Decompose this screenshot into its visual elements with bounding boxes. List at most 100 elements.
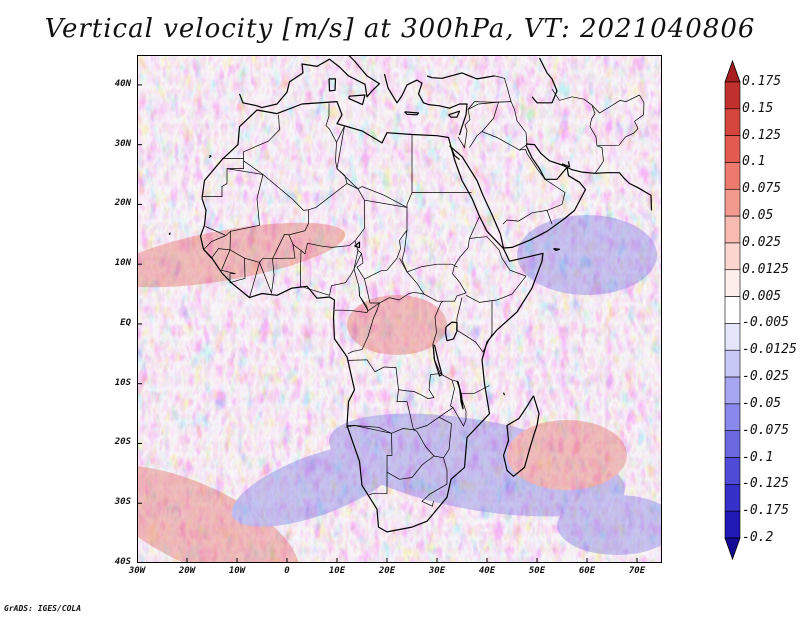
arabia-borders bbox=[469, 131, 566, 225]
colorbar-label: 0.175 bbox=[742, 74, 782, 89]
colorbar-label: -0.025 bbox=[742, 369, 789, 385]
colorbar-label: 0.15 bbox=[742, 100, 774, 116]
colorbar-segment bbox=[724, 188, 741, 217]
lat-tick-label: 40N bbox=[114, 78, 131, 89]
colorbar-segment bbox=[724, 403, 741, 432]
kenya-uganda bbox=[456, 297, 463, 330]
colorbar bbox=[724, 60, 741, 560]
colorbar-lower-extend bbox=[724, 537, 741, 560]
lon-tick-label: 0 bbox=[284, 566, 290, 576]
lon-tick-label: 10W bbox=[228, 566, 246, 576]
colorbar-label: -0.2 bbox=[742, 530, 774, 545]
colorbar-segment bbox=[724, 135, 741, 163]
morocco-algeria bbox=[243, 114, 280, 159]
greece-turkey-coastline bbox=[383, 73, 468, 136]
namibia-botswana bbox=[345, 425, 393, 496]
map-border bbox=[137, 55, 662, 563]
colorbar-segment bbox=[724, 269, 741, 297]
lon-tick-label: 50E bbox=[528, 566, 546, 576]
western-sahara bbox=[202, 158, 244, 197]
red-sea-inner bbox=[449, 144, 460, 161]
lon-tick-label: 40E bbox=[478, 566, 496, 576]
lat-tick-label: 10N bbox=[114, 258, 131, 269]
drc-north bbox=[347, 291, 425, 355]
turkey-east bbox=[467, 75, 512, 110]
colorbar-label: 0.0125 bbox=[742, 261, 789, 277]
colorbar-segment bbox=[724, 349, 741, 378]
lon-tick-label: 20W bbox=[178, 566, 196, 576]
colorbar-label: -0.0125 bbox=[742, 342, 797, 358]
colorbar-segment bbox=[724, 430, 741, 458]
lat-tick-label: 10S bbox=[114, 377, 131, 388]
country-borders bbox=[202, 75, 645, 507]
iran-east bbox=[589, 105, 604, 174]
colorbar-segment bbox=[724, 484, 741, 512]
colorbar-label: 0.05 bbox=[742, 208, 774, 224]
lon-tick-label: 30W bbox=[128, 566, 146, 576]
libya bbox=[336, 125, 413, 208]
colorbar-segment bbox=[724, 296, 741, 324]
lon-tick-label: 60E bbox=[578, 566, 596, 576]
tanzania-mozambique bbox=[460, 385, 490, 394]
arabia-coastline bbox=[449, 144, 587, 249]
credit-text: GrADS: IGES/COLA bbox=[4, 604, 82, 613]
africa-coastline bbox=[199, 101, 544, 533]
drc-east bbox=[348, 300, 444, 399]
benin-togo-ghana bbox=[249, 244, 296, 298]
colorbar-segment bbox=[724, 108, 741, 136]
comoros bbox=[502, 392, 506, 396]
colorbar-segment bbox=[724, 242, 741, 271]
madagascar-coastline bbox=[502, 395, 540, 477]
crete-coastline bbox=[404, 111, 420, 116]
lon-tick-label: 10E bbox=[328, 566, 346, 576]
field-regions bbox=[137, 215, 662, 563]
colorbar-segment bbox=[724, 376, 741, 405]
malawi bbox=[451, 379, 467, 427]
zimbabwe-mozambique bbox=[433, 416, 452, 459]
lat-tick-label: 20N bbox=[114, 198, 131, 209]
lat-tick-label: 20S bbox=[114, 437, 131, 448]
colorbar-label: -0.125 bbox=[742, 476, 789, 492]
colorbar-segment bbox=[724, 162, 741, 190]
afghanistan-pakistan bbox=[596, 94, 645, 147]
colorbar-segment bbox=[724, 215, 741, 244]
colorbar-label: -0.175 bbox=[742, 503, 789, 519]
botswana-sa bbox=[386, 429, 435, 480]
colorbar-segment bbox=[724, 81, 741, 110]
persian-gulf-coast bbox=[561, 161, 571, 168]
lat-tick-label: EQ bbox=[120, 317, 131, 328]
velocity-field-map bbox=[137, 55, 662, 563]
coastlines bbox=[168, 55, 653, 533]
sicily-coastline bbox=[348, 94, 366, 106]
chad bbox=[354, 199, 408, 280]
socotra bbox=[553, 248, 561, 251]
colorbar-label: 0.025 bbox=[742, 234, 782, 250]
map-panel bbox=[137, 55, 662, 563]
colorbar-label: 0.005 bbox=[742, 288, 782, 304]
colorbar-label: -0.05 bbox=[742, 395, 782, 411]
map-title: Vertical velocity [m/s] at 300hPa, VT: 2… bbox=[44, 14, 756, 44]
south-sudan-north bbox=[399, 258, 458, 273]
nigeria bbox=[300, 250, 359, 296]
lat-tick-label: 40S bbox=[114, 557, 131, 567]
canary-islands bbox=[208, 154, 212, 159]
oman-yemen bbox=[546, 210, 553, 225]
lon-tick-label: 30E bbox=[428, 566, 446, 576]
angola-zambia bbox=[347, 389, 414, 434]
colorbar-label: -0.075 bbox=[742, 422, 789, 438]
field-streaks bbox=[137, 55, 662, 563]
black-sea-coast bbox=[426, 72, 495, 80]
zambia-mozambique bbox=[413, 373, 455, 431]
turkmenistan bbox=[551, 88, 640, 114]
lon-tick-label: 70E bbox=[628, 566, 646, 576]
colorbar-label: -0.005 bbox=[742, 315, 789, 331]
colorbar-label: 0.1 bbox=[742, 154, 766, 170]
sardinia-coastline bbox=[328, 78, 337, 92]
colorbar-label: 0.125 bbox=[742, 127, 782, 143]
levant bbox=[457, 101, 499, 149]
cyprus-coastline bbox=[448, 110, 461, 118]
cameroon-congo bbox=[335, 253, 369, 313]
algeria-south bbox=[243, 103, 348, 211]
cape-verde bbox=[168, 232, 171, 236]
